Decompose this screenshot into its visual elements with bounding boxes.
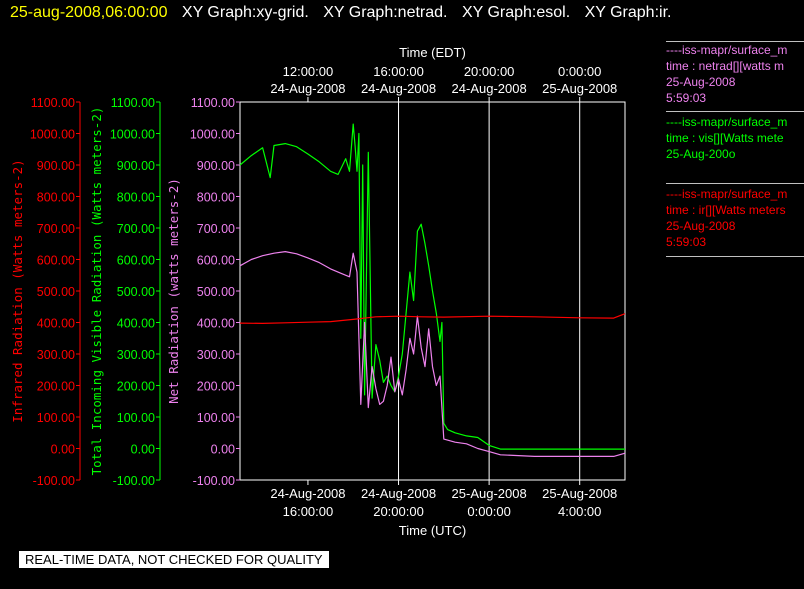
y-tick-label: 800.00 — [197, 191, 235, 205]
x-tick-label-bottom: 24-Aug-2008 — [361, 486, 436, 501]
y-tick-label: 900.00 — [37, 159, 75, 173]
legend-line: 5:59:03 — [666, 91, 707, 105]
y-tick-label: 300.00 — [197, 348, 235, 362]
graph-tab-netrad[interactable]: XY Graph:netrad. — [323, 4, 448, 21]
x-tick-label-top: 12:00:00 — [283, 64, 334, 79]
y-tick-label: 300.00 — [37, 348, 75, 362]
y-tick-label: 1000.00 — [30, 128, 75, 142]
y-tick-label: 800.00 — [37, 191, 75, 205]
y-tick-label: -100.00 — [113, 474, 155, 488]
net-radiation-series — [239, 251, 626, 457]
y-tick-label: 0.00 — [211, 443, 235, 457]
x-tick-label-top: 24-Aug-2008 — [452, 81, 527, 96]
visible-radiation-series — [239, 123, 625, 450]
y-tick-label: 0.00 — [51, 443, 75, 457]
header-bar: 25-aug-2008,06:00:00 XY Graph:xy-grid. X… — [10, 4, 671, 22]
y-tick-label: -100.00 — [33, 474, 75, 488]
legend-vis: ----iss-mapr/surface_m time : vis[][Watt… — [666, 114, 804, 162]
x-tick-label-bottom: 24-Aug-2008 — [270, 486, 345, 501]
y-tick-label: 700.00 — [117, 222, 155, 236]
x-tick-label-top: 25-Aug-2008 — [542, 81, 617, 96]
x-tick-label-top: 20:00:00 — [464, 64, 515, 79]
legend-line: 5:59:03 — [666, 235, 707, 249]
legend-netrad: ----iss-mapr/surface_m time : netrad[][w… — [666, 42, 804, 106]
x-tick-label-top: 24-Aug-2008 — [361, 81, 436, 96]
y-tick-label: 400.00 — [117, 317, 155, 331]
y-tick-label: 400.00 — [197, 317, 235, 331]
y-tick-label: 500.00 — [117, 285, 155, 299]
y-tick-label: 600.00 — [197, 254, 235, 268]
x-tick-label-bottom: 20:00:00 — [373, 504, 424, 519]
y-tick-label: 600.00 — [117, 254, 155, 268]
y-tick-label: 600.00 — [37, 254, 75, 268]
y-tick-label: 500.00 — [197, 285, 235, 299]
y-axis-title: Net Radiation (watts meters-2) — [166, 178, 181, 404]
y-tick-label: -100.00 — [193, 474, 235, 488]
y-tick-label: 700.00 — [37, 222, 75, 236]
y-tick-label: 100.00 — [197, 411, 235, 425]
infrared-radiation-series — [239, 313, 626, 324]
graph-tab-xy-grid[interactable]: XY Graph:xy-grid. — [181, 4, 309, 21]
y-axis-title: Total Incoming Visible Radiation (Watts … — [89, 107, 104, 476]
y-tick-label: 0.00 — [131, 443, 155, 457]
y-tick-label: 1100.00 — [31, 96, 75, 110]
y-tick-label: 900.00 — [117, 159, 155, 173]
y-tick-label: 900.00 — [197, 159, 235, 173]
legend-line: 25-Aug-200o — [666, 147, 736, 161]
y-tick-label: 1100.00 — [191, 96, 235, 110]
x-tick-label-bottom: 25-Aug-2008 — [452, 486, 527, 501]
quality-warning: REAL-TIME DATA, NOT CHECKED FOR QUALITY — [19, 551, 329, 568]
x-tick-label-top: 24-Aug-2008 — [270, 81, 345, 96]
x-axis-title-top: Time (EDT) — [399, 45, 466, 60]
x-tick-label-bottom: 25-Aug-2008 — [542, 486, 617, 501]
legend-line: ----iss-mapr/surface_m — [666, 43, 788, 57]
y-tick-label: 200.00 — [37, 380, 75, 394]
x-tick-label-bottom: 16:00:00 — [283, 504, 334, 519]
legend-line: time : netrad[][watts m — [666, 59, 785, 73]
x-tick-label-top: 0:00:00 — [558, 64, 601, 79]
y-tick-label: 1000.00 — [110, 128, 155, 142]
graph-tab-esol[interactable]: XY Graph:esol. — [461, 4, 571, 21]
x-tick-label-bottom: 4:00:00 — [558, 504, 601, 519]
legend-line: 25-Aug-2008 — [666, 219, 736, 233]
legend-line: ----iss-mapr/surface_m — [666, 115, 788, 129]
y-tick-label: 300.00 — [117, 348, 155, 362]
x-tick-label-bottom: 0:00:00 — [467, 504, 510, 519]
y-tick-label: 200.00 — [117, 380, 155, 394]
x-tick-label-top: 16:00:00 — [373, 64, 424, 79]
y-tick-label: 1100.00 — [111, 96, 155, 110]
y-tick-label: 1000.00 — [190, 128, 235, 142]
legend-line: time : ir[][Watts meters — [666, 203, 786, 217]
y-tick-label: 800.00 — [117, 191, 155, 205]
y-tick-label: 100.00 — [37, 411, 75, 425]
legend-line: 25-Aug-2008 — [666, 75, 736, 89]
y-tick-label: 500.00 — [37, 285, 75, 299]
legend-line: time : vis[][Watts mete — [666, 131, 784, 145]
legend-ir: ----iss-mapr/surface_m time : ir[][Watts… — [666, 186, 804, 250]
y-tick-label: 100.00 — [117, 411, 155, 425]
y-tick-label: 400.00 — [37, 317, 75, 331]
y-axis-title: Infrared Radiation (Watts meters-2) — [10, 159, 25, 422]
timestamp: 25-aug-2008,06:00:00 — [10, 4, 168, 21]
y-tick-label: 200.00 — [197, 380, 235, 394]
graph-tab-ir[interactable]: XY Graph:ir. — [584, 4, 672, 21]
legend-line: ----iss-mapr/surface_m — [666, 187, 788, 201]
x-axis-title-bottom: Time (UTC) — [399, 523, 466, 538]
y-tick-label: 700.00 — [197, 222, 235, 236]
